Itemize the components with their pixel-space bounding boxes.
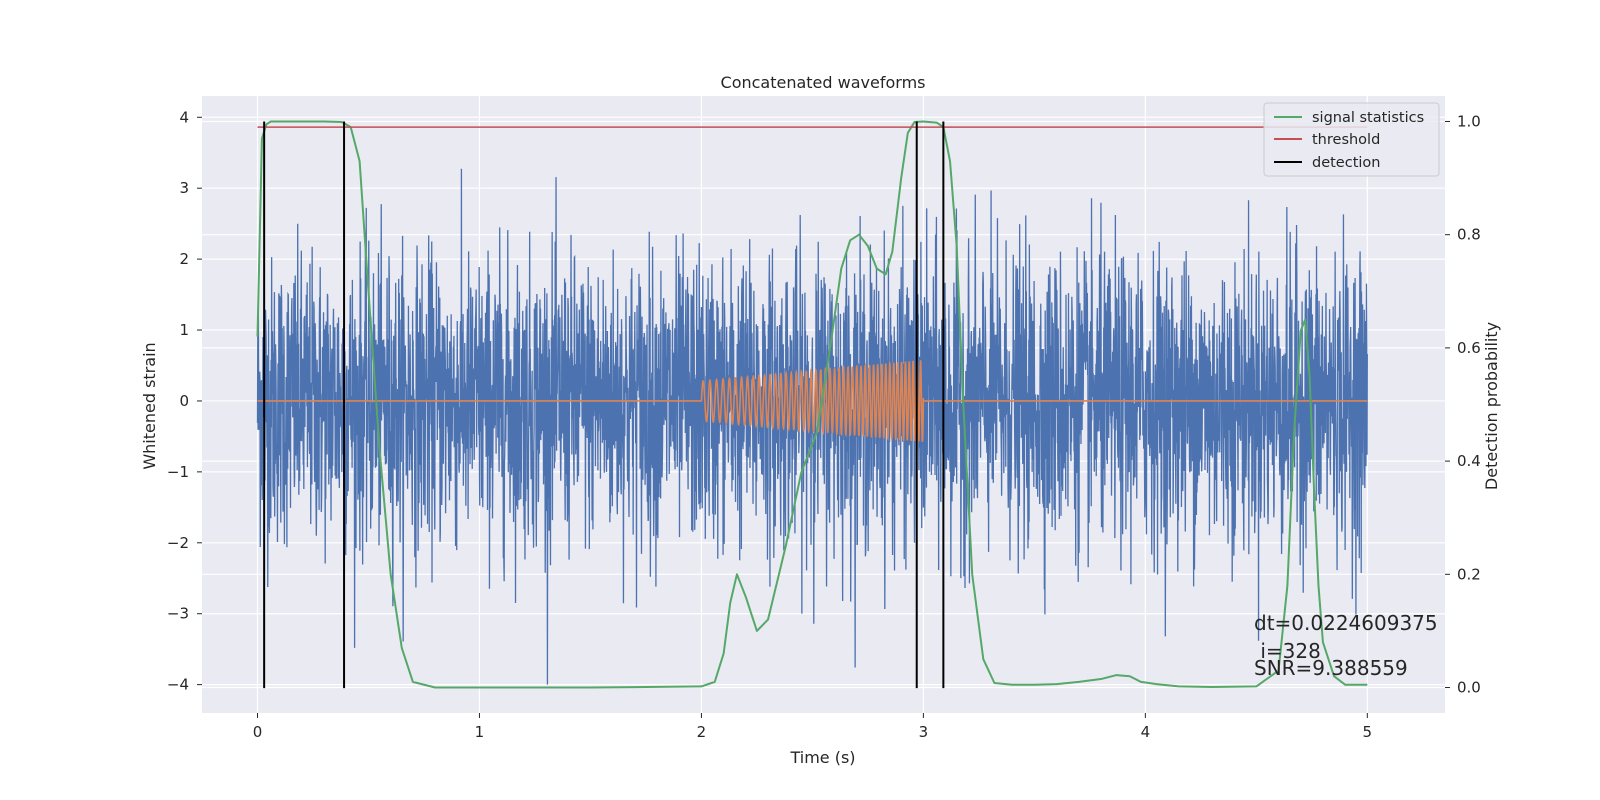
y-tick-label: 4: [179, 108, 189, 126]
y-tick-label: −4: [167, 676, 189, 694]
legend-box: [1263, 102, 1440, 177]
y2-tick-label: 1.0: [1457, 112, 1481, 130]
x-tick-label: 4: [1141, 723, 1151, 741]
legend: signal statistics threshold detection: [1263, 102, 1440, 177]
legend-detection-label: detection: [1312, 155, 1380, 171]
y2-tick-label: 0.2: [1457, 565, 1481, 583]
y-tick-label: 0: [179, 392, 189, 410]
annotation-dt: dt=0.0224609375: [1254, 611, 1438, 635]
y-tick-label: 1: [179, 321, 189, 339]
chart-title: Concatenated waveforms: [721, 73, 926, 92]
x-axis-label: Time (s): [789, 748, 855, 767]
y2-tick-label: 0.6: [1457, 339, 1481, 357]
y-tick-label: −1: [167, 463, 189, 481]
injected-waveform-line: [257, 359, 1368, 443]
plot-content: [256, 120, 1368, 689]
strain-noise-line: [256, 168, 1368, 685]
y-tick-label: 3: [179, 179, 189, 197]
x-tick-label: 0: [253, 723, 263, 741]
y2-tick-label: 0.4: [1457, 452, 1481, 470]
x-tick-label: 1: [475, 723, 485, 741]
x-tick-label: 3: [919, 723, 929, 741]
x-tick-label: 5: [1363, 723, 1373, 741]
annotation-snr: SNR=9.388559: [1254, 656, 1408, 680]
y-tick-label: −2: [167, 534, 189, 552]
legend-signal-statistics-label: signal statistics: [1312, 110, 1424, 126]
y2-tick-label: 0.0: [1457, 679, 1481, 697]
annotation-i: i=328: [1254, 639, 1321, 663]
x-tick-label: 2: [697, 723, 707, 741]
y-tick-label: 2: [179, 250, 189, 268]
y-axis-label: Whitened strain: [140, 342, 159, 469]
y2-axis-label: Detection probability: [1482, 322, 1501, 490]
legend-threshold-label: threshold: [1312, 132, 1380, 148]
ticks: 0 1 2 3 4 5 4 3 2 1 0 −1 −2 −3 −4 1.0 0.8 0.6 0.4 0.2 0.0: [167, 108, 1481, 741]
signal-statistics-line: [256, 120, 1368, 689]
y-tick-label: −3: [167, 605, 189, 623]
y2-tick-label: 0.8: [1457, 226, 1481, 244]
